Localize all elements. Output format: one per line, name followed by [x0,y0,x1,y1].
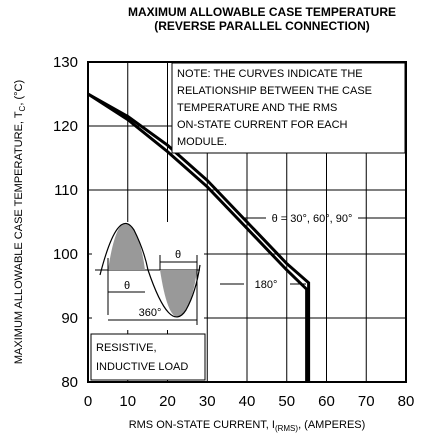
x-tick-label: 50 [278,393,295,410]
x-tick-label: 30 [199,393,216,410]
note-box [171,62,406,154]
curve [87,92,311,382]
wave-neg [160,270,197,317]
waveform-icon: θ θ 360° [92,222,204,330]
curves [87,92,311,382]
note-line: MODULE. [177,136,227,148]
wave-label: θ [175,249,181,261]
note-line: RELATIONSHIP BETWEEN THE CASE [177,85,372,97]
x-tick-label: 0 [84,393,92,410]
x-label-part: , (AMPERES) [298,419,365,431]
chart-title: MAXIMUM ALLOWABLE CASE TEMPERATURE [128,5,396,19]
y-tick-label: 120 [53,118,78,135]
x-tick-label: 10 [119,393,136,410]
wave-label: 360° [139,307,162,319]
x-tick-label: 40 [239,393,256,410]
x-axis-label: RMS ON-STATE CURRENT, I(RMS), (AMPERES) [129,419,366,433]
wave-curve [99,222,201,318]
load-label: RESISTIVE, [96,342,157,354]
x-tick-label: 70 [358,393,375,410]
y-tick-label: 90 [61,310,78,327]
y-tick-label: 110 [54,182,78,199]
curve [87,92,309,382]
note-text: NOTE: THE CURVES INDICATE THE RELATIONSHI… [177,68,372,148]
y-tick-label: 100 [53,246,78,263]
note-line: TEMPERATURE AND THE RMS [177,102,337,114]
series-label: 180° [255,279,278,291]
y-label-part: , (°C) [13,80,25,106]
x-tick-label: 20 [159,393,176,410]
x-label-part: RMS ON-STATE CURRENT, I [129,419,275,431]
note-line: ON-STATE CURRENT FOR EACH [177,119,348,131]
x-label-sub: (RMS) [275,424,298,433]
y-tick-label: 80 [61,374,78,391]
chart-title: (REVERSE PARALLEL CONNECTION) [154,19,370,33]
series-label: θ = 30°, 60°, 90° [272,213,353,225]
x-tick-label: 60 [318,393,335,410]
y-tick-label: 130 [53,54,78,71]
note-line: NOTE: THE CURVES INDICATE THE [177,68,363,80]
load-box [90,333,206,381]
y-label-sub: C [18,105,27,111]
plot-frame [87,61,407,383]
load-label: INDUCTIVE LOAD [96,361,188,373]
wave-label: θ [124,280,130,292]
x-tick-label: 80 [398,393,415,410]
y-label-part: MAXIMUM ALLOWABLE CASE TEMPERATURE, T [13,111,25,364]
y-axis-label: MAXIMUM ALLOWABLE CASE TEMPERATURE, TC, … [13,80,27,364]
